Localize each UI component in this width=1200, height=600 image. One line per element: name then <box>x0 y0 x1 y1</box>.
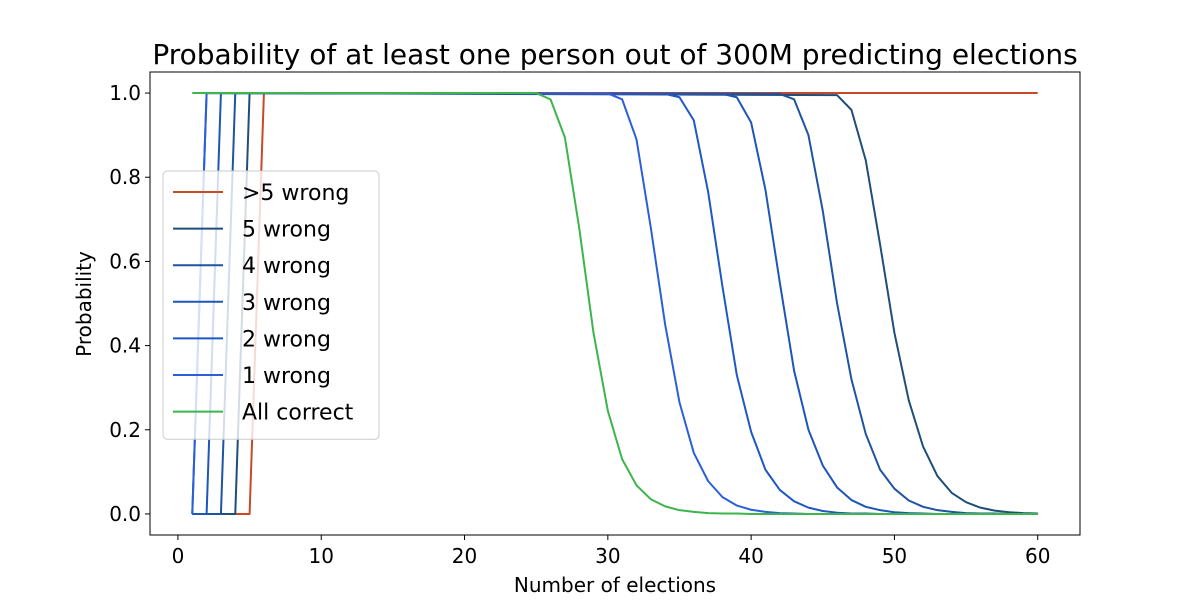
y-tick-label: 0.6 <box>109 249 141 273</box>
legend-label-5: 1 wrong <box>242 364 331 389</box>
x-tick-label: 30 <box>595 544 620 568</box>
plot-frame <box>149 71 1081 536</box>
y-tick-label: 0.2 <box>109 418 141 442</box>
axes: 0 10 20 30 40 50 60 0.0 0.2 0.4 0.6 0.8 1.0 <box>109 71 1081 568</box>
legend: >5 wrong 5 wrong 4 wrong 3 wrong 2 wrong 1 wr… <box>162 170 380 440</box>
legend-label-1: 5 wrong <box>242 218 331 243</box>
x-tick-label: 50 <box>882 544 907 568</box>
legend-label-3: 3 wrong <box>242 291 331 316</box>
y-tick-label: 1.0 <box>109 81 141 105</box>
legend-box <box>162 170 380 440</box>
x-tick-label: 20 <box>452 544 477 568</box>
legend-label-4: 2 wrong <box>242 327 331 352</box>
series-line-6 <box>192 92 1038 515</box>
plot-area <box>191 92 1038 515</box>
x-tick-label: 10 <box>309 544 334 568</box>
x-axis-title: Number of elections <box>514 573 716 597</box>
x-tick-label: 0 <box>172 544 185 568</box>
legend-label-6: All correct <box>242 401 354 426</box>
chart-title: Probability of at least one person out o… <box>152 38 1077 71</box>
x-tick-label: 60 <box>1025 544 1050 568</box>
y-tick-label: 0.8 <box>109 165 141 189</box>
y-tick-label: 0.0 <box>109 502 141 526</box>
legend-label-0: >5 wrong <box>242 181 349 206</box>
x-tick-label: 40 <box>738 544 763 568</box>
y-axis-title: Probability <box>72 251 96 357</box>
y-tick-label: 0.4 <box>109 334 141 358</box>
legend-label-2: 4 wrong <box>242 254 331 279</box>
